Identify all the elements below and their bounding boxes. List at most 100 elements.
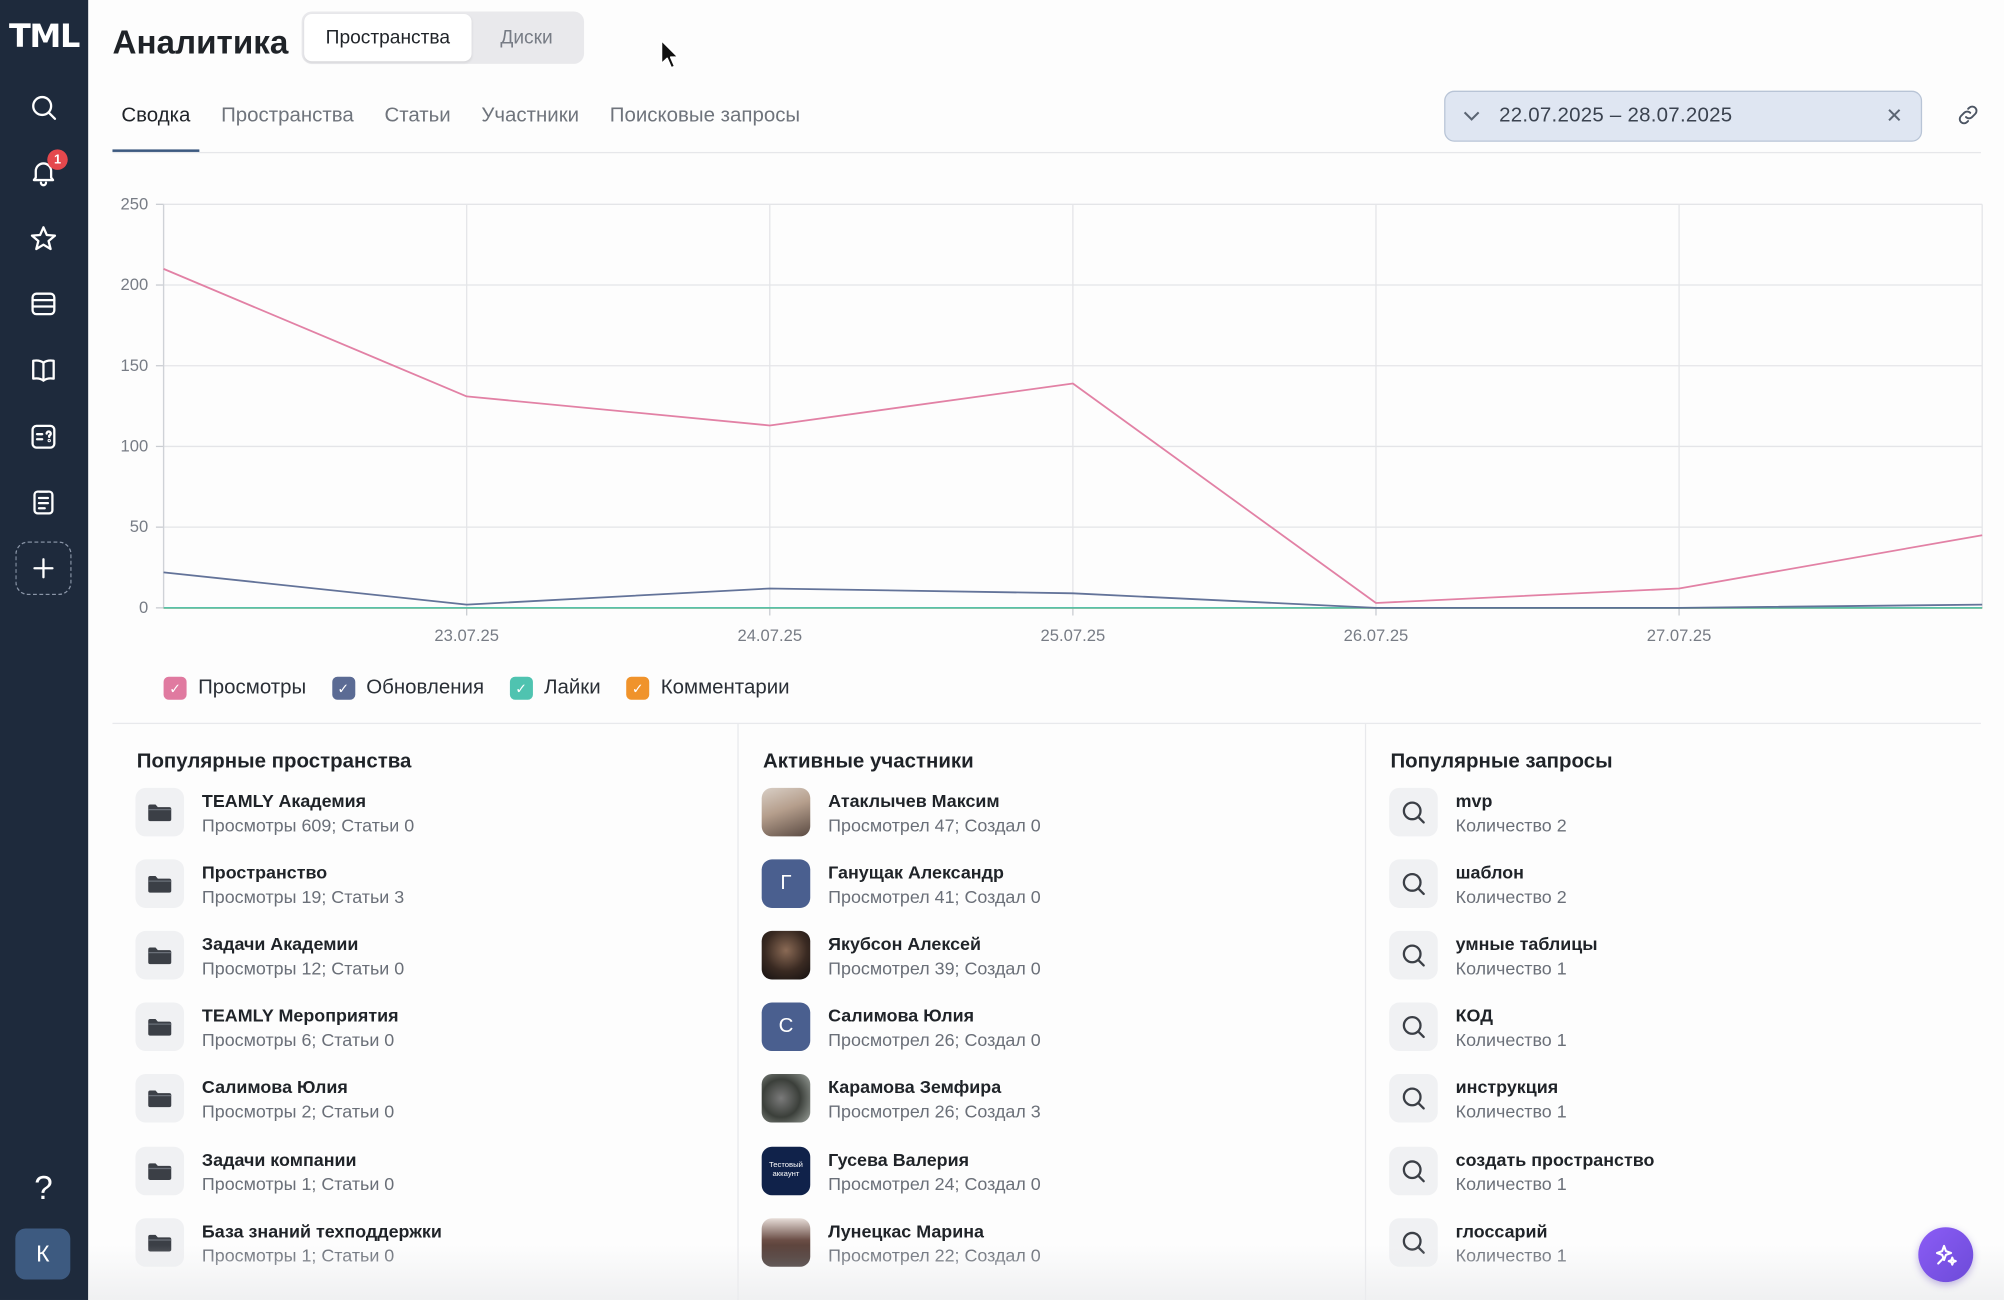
- x-tick-label: 27.07.25: [1647, 626, 1712, 645]
- search-icon: [1402, 1015, 1425, 1039]
- list-item-stats: Просмотры 1; Статьи 0: [201, 1244, 395, 1265]
- list-item-name: Лунецкас Марина: [828, 1220, 985, 1241]
- avatar: [761, 787, 811, 837]
- list-item-name: Атаклычев Максим: [828, 789, 1000, 811]
- star-icon: [30, 226, 57, 251]
- folder-icon: [148, 947, 172, 965]
- list-item-name: mvp: [1455, 789, 1493, 811]
- list-item[interactable]: База знаний техподдержки Просмотры 1; Ста…: [135, 1217, 442, 1268]
- checkbox-icon[interactable]: ✓: [163, 676, 187, 700]
- list-item-text: mvp Количество 2: [1456, 790, 1567, 835]
- folder-icon: [148, 804, 172, 822]
- search-icon: [1402, 1231, 1425, 1254]
- tasks-button[interactable]: [15, 476, 71, 527]
- checkbox-icon[interactable]: ✓: [509, 676, 533, 700]
- app-logo[interactable]: TML: [9, 17, 80, 55]
- tab-articles[interactable]: Статьи: [384, 104, 451, 127]
- ai-assistant-button[interactable]: [1918, 1227, 1974, 1283]
- list-item[interactable]: Г Ганущак Александр Просмотрел 41; Создал …: [761, 858, 1041, 909]
- list-item-stats: Просмотрел 47; Создал 0: [828, 814, 1041, 835]
- list-item-text: умные таблицы Количество 1: [1456, 933, 1598, 978]
- list-item[interactable]: глоссарий Количество 1: [1389, 1217, 1567, 1268]
- tab-spaces[interactable]: Пространства: [221, 104, 354, 127]
- knowledge-base-button[interactable]: [15, 345, 71, 396]
- checkbox-icon[interactable]: ✓: [331, 676, 355, 700]
- folder-icon: [148, 1090, 172, 1108]
- list-item[interactable]: Карамова Земфира Просмотрел 26; Создал 3: [761, 1073, 1041, 1124]
- list-item[interactable]: Якубсон Алексей Просмотрел 39; Создал 0: [761, 930, 1041, 981]
- list-item[interactable]: mvp Количество 2: [1389, 787, 1567, 838]
- folder-icon: [148, 1163, 172, 1180]
- copy-link-button[interactable]: [1955, 102, 1986, 133]
- list-item-stats: Просмотры 12; Статьи 0: [201, 957, 405, 978]
- space-icon: [135, 1073, 185, 1123]
- list-item-text: Пространство Просмотры 19; Статьи 3: [202, 861, 404, 906]
- list-item-name: Салимова Юлия: [828, 1004, 975, 1025]
- help-button[interactable]: ?: [34, 1167, 53, 1207]
- list-item[interactable]: Задачи компании Просмотры 1; Статьи 0: [135, 1145, 394, 1196]
- activity-chart: 0 50 100 150 200 250 23.07.25 24.07.25 25.07.25 2…: [102, 185, 1993, 657]
- legend-label: Комментарии: [660, 676, 790, 699]
- mouse-cursor-icon: [660, 39, 680, 69]
- segment-control: Пространства Диски: [301, 11, 585, 64]
- list-item[interactable]: Задачи Академии Просмотры 12; Статьи 0: [135, 930, 404, 981]
- list-item-stats: Количество 1: [1455, 1172, 1567, 1194]
- segment-spaces[interactable]: Пространства: [304, 14, 472, 62]
- list-item-name: База знаний техподдержки: [201, 1220, 442, 1241]
- list-item-stats: Количество 1: [1455, 1028, 1567, 1050]
- search-button[interactable]: [15, 82, 71, 133]
- list-item-text: Салимова Юлия Просмотры 2; Статьи 0: [202, 1076, 394, 1121]
- notifications-button[interactable]: 1: [15, 147, 71, 198]
- inbox-button[interactable]: [15, 278, 71, 329]
- legend-item[interactable]: ✓ Просмотры: [163, 676, 306, 700]
- inbox-icon: [31, 292, 56, 316]
- search-icon: [1402, 944, 1425, 967]
- list-item-stats: Просмотры 1; Статьи 0: [201, 1172, 395, 1194]
- add-button[interactable]: [15, 541, 72, 596]
- panel-title: Популярные запросы: [1390, 750, 1613, 773]
- legend-item[interactable]: ✓ Обновления: [331, 676, 484, 700]
- popular-spaces-panel: Популярные пространства TEAMLY Академия П…: [112, 724, 739, 1300]
- list-item-text: создать пространство Количество 1: [1456, 1149, 1655, 1194]
- list-item[interactable]: создать пространство Количество 1: [1389, 1145, 1654, 1196]
- tab-summary[interactable]: Сводка: [112, 89, 200, 152]
- list-item[interactable]: TEAMLY Академия Просмотры 609; Статьи 0: [135, 787, 414, 838]
- space-icon: [135, 859, 185, 908]
- avatar: Тестовый аккаунт: [761, 1146, 811, 1196]
- list-item[interactable]: TEAMLY Мероприятия Просмотры 6; Статьи 0: [135, 1001, 399, 1052]
- date-range-picker[interactable]: 22.07.2025 – 28.07.2025 ✕: [1444, 90, 1923, 142]
- checkbox-icon[interactable]: ✓: [626, 676, 650, 700]
- list-item[interactable]: Пространство Просмотры 19; Статьи 3: [135, 858, 404, 909]
- close-icon[interactable]: ✕: [1885, 105, 1903, 128]
- favorites-button[interactable]: [15, 213, 71, 264]
- list-item-text: инструкция Количество 1: [1456, 1076, 1567, 1121]
- list-item-stats: Количество 2: [1455, 885, 1567, 907]
- quiz-button[interactable]: [15, 411, 71, 462]
- tab-search-queries[interactable]: Поисковые запросы: [609, 104, 801, 127]
- list-item[interactable]: шаблон Количество 2: [1389, 858, 1567, 909]
- list-item[interactable]: Салимова Юлия Просмотры 2; Статьи 0: [135, 1073, 394, 1124]
- list-item-stats: Просмотрел 41; Создал 0: [828, 885, 1041, 907]
- query-icon: [1389, 1146, 1438, 1196]
- list-item-stats: Просмотрел 24; Создал 0: [828, 1172, 1041, 1194]
- list-item-text: База знаний техподдержки Просмотры 1; Ста…: [202, 1220, 442, 1265]
- search-icon: [32, 95, 57, 120]
- list-item[interactable]: С Салимова Юлия Просмотрел 26; Создал 0: [761, 1001, 1041, 1052]
- list-item-text: глоссарий Количество 1: [1456, 1220, 1567, 1265]
- list-item[interactable]: Тестовый аккаунт Гусева Валерия Просмотрел…: [761, 1145, 1041, 1196]
- legend-item[interactable]: ✓ Лайки: [509, 676, 601, 700]
- segment-disks[interactable]: Диски: [500, 26, 553, 49]
- tab-members[interactable]: Участники: [481, 104, 580, 127]
- y-tick-label: 100: [121, 437, 149, 456]
- avatar: [761, 1218, 811, 1267]
- list-item[interactable]: умные таблицы Количество 1: [1389, 930, 1598, 981]
- chevron-down-icon: [1463, 107, 1481, 125]
- space-icon: [135, 787, 185, 837]
- user-avatar[interactable]: К: [15, 1228, 71, 1280]
- list-item[interactable]: инструкция Количество 1: [1389, 1073, 1567, 1124]
- query-icon: [1389, 1002, 1438, 1051]
- list-item[interactable]: КОД Количество 1: [1389, 1001, 1567, 1052]
- list-item[interactable]: Лунецкас Марина Просмотрел 22; Создал 0: [761, 1217, 1041, 1268]
- list-item[interactable]: Атаклычев Максим Просмотрел 47; Создал 0: [761, 787, 1041, 838]
- legend-item[interactable]: ✓ Комментарии: [626, 676, 790, 700]
